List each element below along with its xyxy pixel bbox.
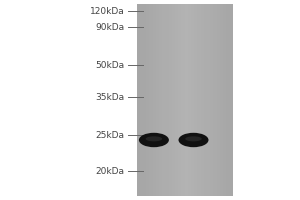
Bar bbox=[152, 4, 156, 196]
Bar bbox=[172, 4, 175, 196]
Bar bbox=[197, 4, 200, 196]
Bar bbox=[188, 4, 191, 196]
Text: 120kDa: 120kDa bbox=[90, 6, 124, 16]
Bar bbox=[181, 4, 184, 196]
Bar bbox=[200, 4, 204, 196]
Bar bbox=[162, 4, 165, 196]
Text: 25kDa: 25kDa bbox=[95, 130, 124, 140]
Bar bbox=[204, 4, 207, 196]
Bar bbox=[229, 4, 233, 196]
Bar bbox=[140, 4, 143, 196]
Ellipse shape bbox=[185, 136, 202, 141]
Bar bbox=[213, 4, 217, 196]
Bar bbox=[207, 4, 210, 196]
Bar bbox=[175, 4, 178, 196]
Bar bbox=[136, 4, 232, 196]
Bar bbox=[169, 4, 172, 196]
Bar bbox=[165, 4, 169, 196]
Bar bbox=[194, 4, 197, 196]
Ellipse shape bbox=[139, 133, 169, 147]
Text: 50kDa: 50kDa bbox=[95, 60, 124, 70]
Bar bbox=[178, 4, 181, 196]
Bar bbox=[210, 4, 213, 196]
Bar bbox=[149, 4, 152, 196]
Text: 90kDa: 90kDa bbox=[95, 22, 124, 31]
Ellipse shape bbox=[146, 136, 162, 141]
Bar bbox=[156, 4, 159, 196]
Bar bbox=[184, 4, 188, 196]
Ellipse shape bbox=[178, 133, 208, 147]
Bar bbox=[226, 4, 229, 196]
Bar bbox=[143, 4, 146, 196]
Bar bbox=[217, 4, 220, 196]
Text: 35kDa: 35kDa bbox=[95, 92, 124, 102]
Text: 20kDa: 20kDa bbox=[95, 166, 124, 176]
Bar bbox=[223, 4, 226, 196]
Bar bbox=[191, 4, 194, 196]
Bar bbox=[146, 4, 149, 196]
Bar bbox=[220, 4, 223, 196]
Bar bbox=[159, 4, 162, 196]
Bar bbox=[136, 4, 140, 196]
